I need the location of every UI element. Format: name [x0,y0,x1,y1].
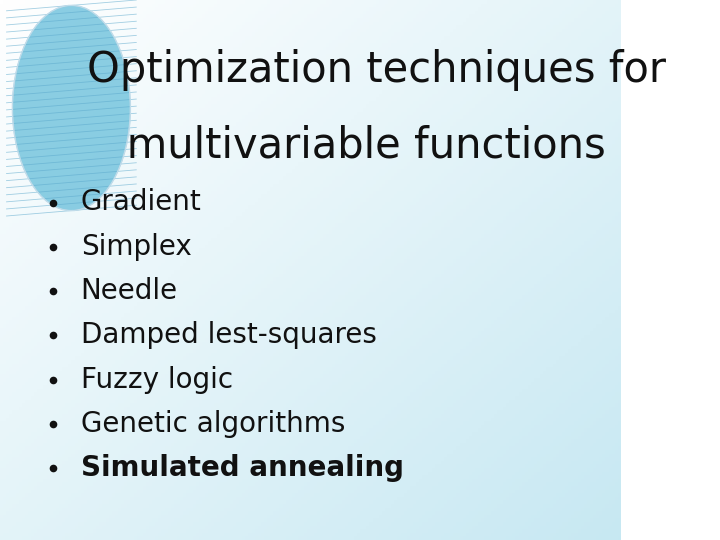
Text: Fuzzy logic: Fuzzy logic [81,366,233,394]
Text: Genetic algorithms: Genetic algorithms [81,410,345,438]
Text: multivariable functions: multivariable functions [87,124,606,166]
Text: Gradient: Gradient [81,188,202,217]
Text: Simulated annealing: Simulated annealing [81,454,404,482]
Text: Needle: Needle [81,277,178,305]
Text: Damped lest-squares: Damped lest-squares [81,321,377,349]
Ellipse shape [12,5,130,211]
Text: Optimization techniques for: Optimization techniques for [87,49,666,91]
Text: Simplex: Simplex [81,233,192,261]
